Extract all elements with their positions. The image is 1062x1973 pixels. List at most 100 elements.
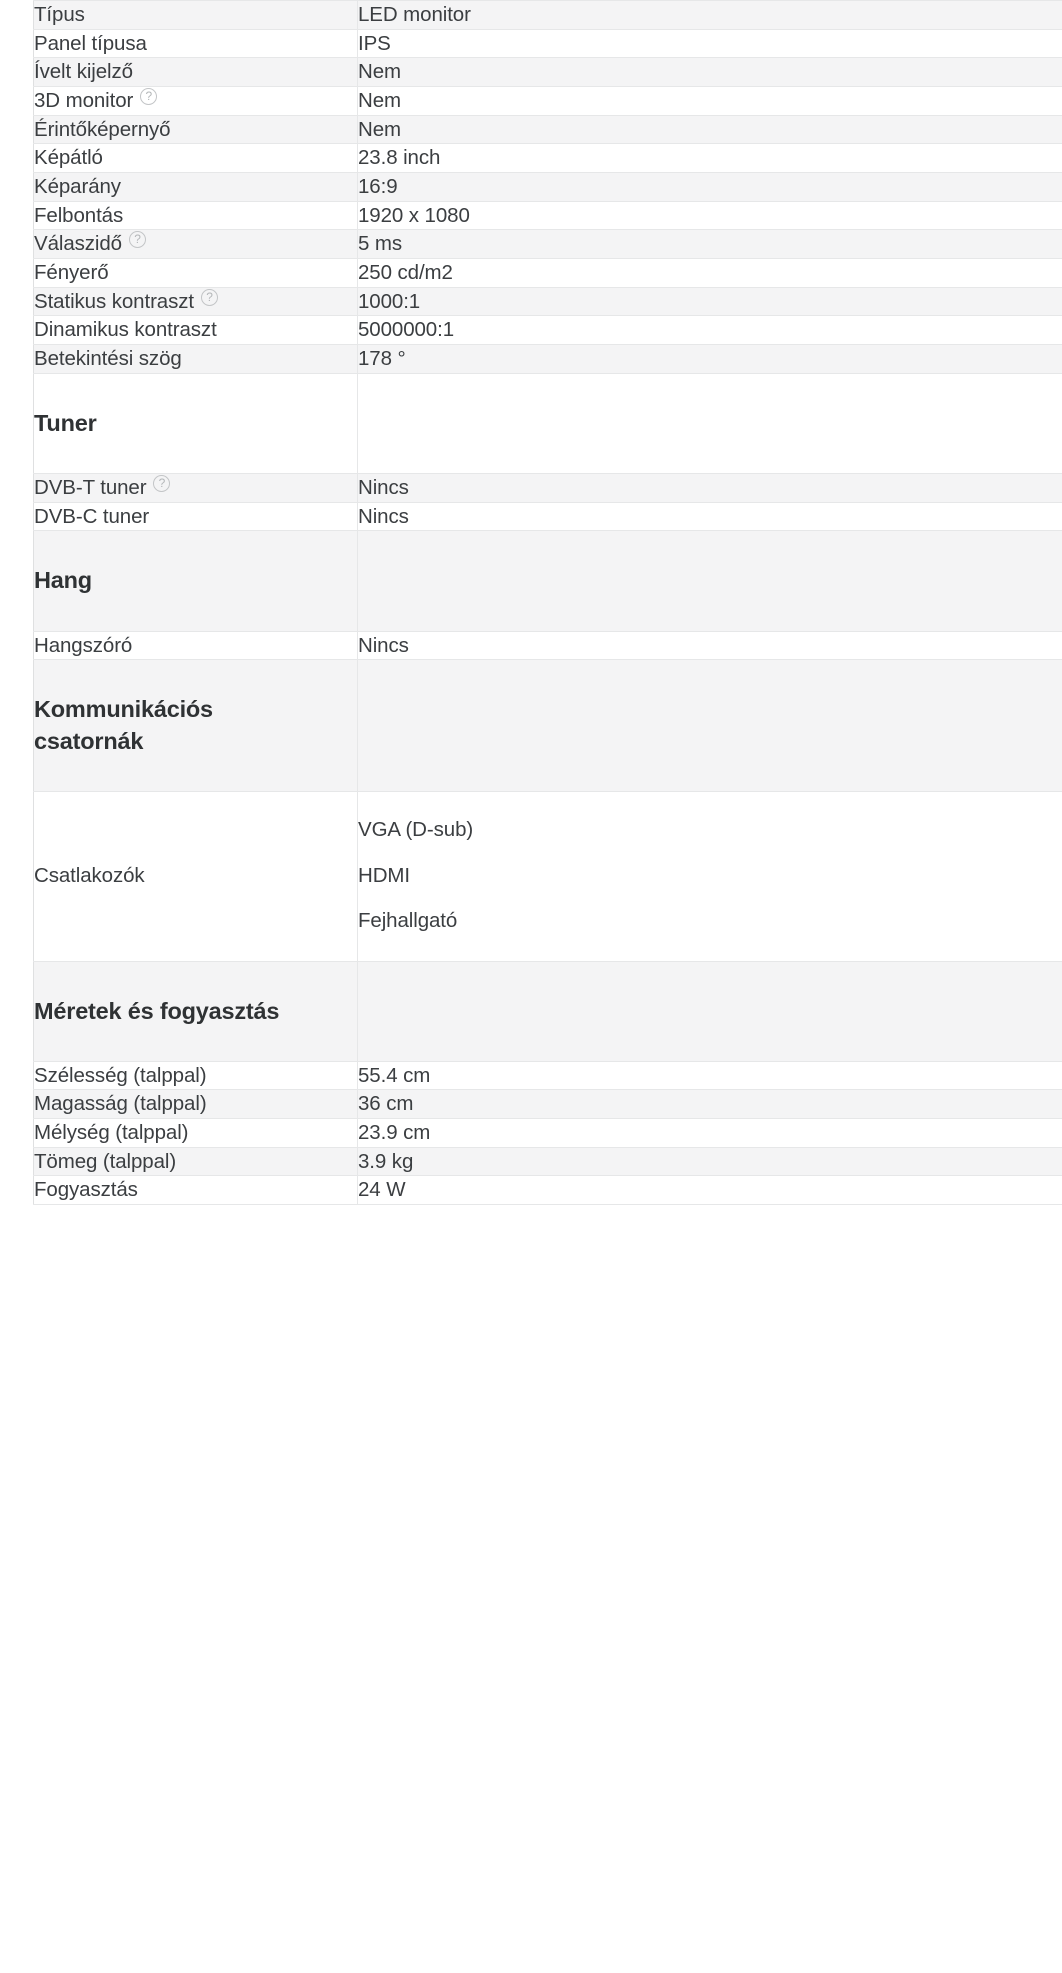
spec-value: 16:9 (357, 172, 1062, 202)
spec-label-text: Érintőképernyő (34, 117, 171, 141)
spec-label-text: Dinamikus kontraszt (34, 318, 217, 342)
spec-value: Nem (357, 114, 1062, 145)
spec-row: Betekintési szög 178 ° (33, 344, 1062, 374)
spec-value-line: Fejhallgató (358, 909, 458, 933)
section-header-label: Hang (33, 530, 358, 632)
spec-value-text: Nem (358, 117, 401, 141)
spec-value: 3.9 kg (357, 1146, 1062, 1177)
spec-label-text: Statikus kontraszt (34, 289, 194, 313)
help-circle-icon[interactable] (201, 288, 218, 306)
spec-value: 5 ms (357, 229, 1062, 260)
spec-label-text: Felbontás (34, 203, 124, 227)
help-circle-icon[interactable] (140, 88, 158, 106)
spec-value-text: 178 ° (358, 347, 406, 371)
spec-value-text: 23.9 cm (358, 1121, 431, 1145)
spec-value (357, 372, 1062, 474)
spec-row: Dinamikus kontraszt 5000000:1 (33, 315, 1062, 346)
spec-value-text: 5000000:1 (358, 318, 455, 342)
spec-value-text: 250 cd/m2 (358, 261, 453, 285)
spec-value-text: Nincs (358, 475, 409, 499)
spec-label-text: Csatlakozók (34, 864, 145, 888)
spec-label: Dinamikus kontraszt (33, 315, 358, 346)
spec-value-text: Nincs (358, 633, 409, 657)
spec-row: Csatlakozók VGA (D-sub) HDMI Fejhallgató (33, 790, 1062, 962)
spec-value (357, 960, 1062, 1062)
spec-value-text: Nem (358, 60, 401, 84)
spec-label-text: Típus (34, 3, 85, 26)
spec-label-text: Magasság (talppal) (34, 1092, 207, 1116)
spec-label: DVB-T tuner (33, 472, 358, 503)
section-title-text: Hang (34, 567, 92, 594)
spec-value (357, 530, 1062, 632)
specification-sheet: Típus LED monitor Panel típusa IPS Ívelt kij… (0, 0, 1062, 1205)
spec-label: Szélesség (talppal) (33, 1060, 358, 1091)
spec-label-text: Képátló (34, 146, 103, 170)
spec-label: Magasság (talppal) (33, 1089, 358, 1120)
spec-row: Képarány 16:9 (33, 172, 1062, 202)
spec-label-text: DVB-T tuner (34, 475, 147, 499)
spec-label: Típus (33, 0, 358, 30)
spec-value: Nincs (357, 501, 1062, 532)
spec-value: 55.4 cm (357, 1060, 1062, 1091)
spec-row: Magasság (talppal) 36 cm (33, 1089, 1062, 1120)
help-circle-icon[interactable] (153, 474, 171, 492)
spec-value-line: HDMI (358, 863, 410, 887)
spec-value: Nem (357, 57, 1062, 88)
spec-row: Típus LED monitor (33, 0, 1062, 30)
spec-value: Nincs (357, 472, 1062, 503)
spec-value-text: 23.8 inch (358, 146, 441, 170)
spec-label: Válaszidő (33, 229, 358, 260)
spec-row: Mélység (talppal) 23.9 cm (33, 1118, 1062, 1148)
spec-row: Érintőképernyő Nem (33, 114, 1062, 145)
section-header-label: Kommunikációs csatornák (33, 659, 358, 792)
spec-label: Panel típusa (33, 28, 358, 59)
spec-label: 3D monitor (33, 86, 358, 116)
spec-label: Mélység (talppal) (33, 1118, 358, 1148)
spec-value: 1000:1 (357, 286, 1062, 317)
spec-label-text: Szélesség (talppal) (34, 1063, 207, 1087)
help-circle-icon[interactable] (129, 231, 146, 249)
spec-value: 23.9 cm (357, 1118, 1062, 1148)
spec-label: Csatlakozók (33, 790, 358, 962)
spec-label-text: Fogyasztás (34, 1178, 138, 1202)
spec-value: 36 cm (357, 1089, 1062, 1120)
spec-value-text: 1920 x 1080 (358, 203, 470, 227)
section-title-text: Tuner (34, 409, 97, 436)
spec-row: Felbontás 1920 x 1080 (33, 200, 1062, 231)
spec-value-text: LED monitor (358, 3, 471, 26)
specification-table: Típus LED monitor Panel típusa IPS Ívelt kij… (33, 0, 1062, 1206)
spec-row: Hangszóró Nincs (33, 630, 1062, 661)
spec-label: Felbontás (33, 200, 358, 231)
section-title-text: Méretek és fogyasztás (34, 997, 280, 1024)
spec-row: DVB-C tuner Nincs (33, 501, 1062, 532)
spec-value: Nem (357, 86, 1062, 116)
spec-label: Statikus kontraszt (33, 286, 358, 317)
spec-label: Ívelt kijelző (33, 57, 358, 88)
spec-row: Panel típusa IPS (33, 28, 1062, 59)
spec-row: Válaszidő 5 ms (33, 229, 1062, 260)
spec-label: Fényerő (33, 258, 358, 288)
spec-value: IPS (357, 28, 1062, 59)
spec-label: Betekintési szög (33, 344, 358, 374)
spec-value: 23.8 inch (357, 143, 1062, 174)
spec-value-text: 3.9 kg (358, 1149, 414, 1173)
spec-value: 24 W (357, 1175, 1062, 1206)
spec-label-text: Mélység (talppal) (34, 1121, 189, 1145)
spec-label: Tömeg (talppal) (33, 1146, 358, 1177)
spec-value-text: 36 cm (358, 1092, 414, 1116)
spec-value: LED monitor (357, 0, 1062, 30)
section-header-row: Hang (33, 530, 1062, 632)
spec-row: Képátló 23.8 inch (33, 143, 1062, 174)
spec-row: Statikus kontraszt 1000:1 (33, 286, 1062, 317)
spec-row: 3D monitor Nem (33, 86, 1062, 116)
section-title-text: Kommunikációs csatornák (34, 696, 213, 754)
spec-value-text: 1000:1 (358, 289, 421, 313)
spec-value: 178 ° (357, 344, 1062, 374)
spec-label-text: Képarány (34, 175, 121, 199)
spec-value-line: VGA (D-sub) (358, 818, 474, 842)
spec-row: Ívelt kijelző Nem (33, 57, 1062, 88)
spec-label-text: DVB-C tuner (34, 504, 150, 528)
spec-label: Képarány (33, 172, 358, 202)
spec-value: VGA (D-sub) HDMI Fejhallgató (357, 790, 1062, 962)
section-header-row: Kommunikációs csatornák (33, 659, 1062, 792)
